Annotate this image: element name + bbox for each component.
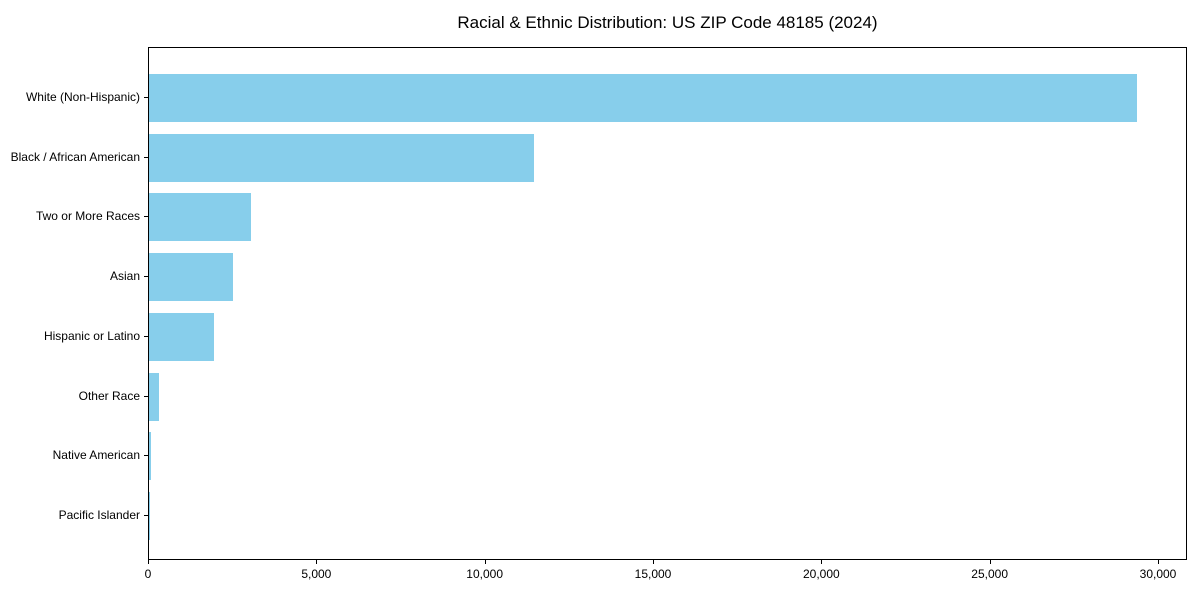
x-axis-tick-label: 30,000 — [1139, 567, 1177, 581]
y-axis-tick — [144, 156, 148, 158]
y-axis-label: White (Non-Hispanic) — [25, 90, 140, 104]
y-axis-label: Hispanic or Latino — [43, 328, 140, 343]
x-axis-tick — [653, 560, 654, 564]
plot-area — [148, 47, 1187, 560]
x-axis-tick — [821, 560, 823, 564]
x-axis-tick-label: 5,000 — [301, 567, 332, 581]
x-axis-tick-label: 15,000 — [634, 567, 672, 581]
x-axis-tick — [989, 560, 991, 564]
bar — [149, 312, 214, 361]
x-axis-tick — [1158, 560, 1159, 564]
x-axis-tick-label: 25,000 — [971, 567, 1008, 581]
y-axis-label: Two or More Races — [35, 209, 140, 224]
x-axis-tick — [484, 560, 486, 564]
y-axis-tick — [144, 335, 148, 337]
y-axis-tick — [144, 455, 148, 457]
y-axis-tick — [144, 97, 148, 98]
bar — [149, 491, 150, 540]
bar — [149, 432, 152, 481]
y-axis-tick — [144, 395, 148, 397]
y-axis-label: Asian — [109, 269, 140, 284]
y-axis-label: Native American — [52, 448, 140, 463]
bar — [149, 372, 159, 421]
y-axis-label: Pacific Islander — [58, 507, 140, 522]
x-axis-tick-label: 10,000 — [466, 567, 503, 581]
x-axis-tick-label: 0 — [144, 567, 152, 581]
x-axis-tick-label: 20,000 — [802, 567, 840, 581]
chart-title: Racial & Ethnic Distribution: US ZIP Cod… — [457, 13, 878, 32]
y-axis-tick — [144, 514, 148, 516]
y-axis-label: Black / African American — [10, 149, 140, 164]
y-axis-tick — [144, 276, 148, 278]
bar — [149, 133, 535, 182]
bar — [149, 74, 1138, 122]
bar — [149, 253, 234, 302]
y-axis-label: Other Race — [78, 388, 140, 403]
bar — [149, 193, 251, 242]
x-axis-tick — [316, 560, 318, 564]
x-axis-tick — [148, 560, 149, 564]
y-axis-tick — [144, 216, 148, 218]
